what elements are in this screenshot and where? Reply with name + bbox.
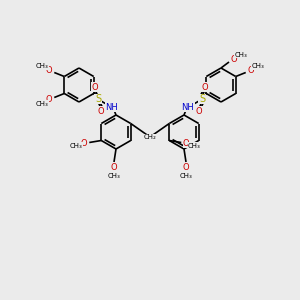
- Text: CH₃: CH₃: [70, 142, 83, 148]
- Text: O: O: [46, 95, 52, 104]
- Text: O: O: [81, 139, 88, 148]
- Text: NH: NH: [182, 103, 194, 112]
- Text: CH₃: CH₃: [36, 100, 49, 106]
- Text: O: O: [248, 66, 254, 75]
- Text: O: O: [111, 164, 117, 172]
- Text: CH₃: CH₃: [108, 173, 120, 179]
- Text: S: S: [199, 94, 205, 104]
- Text: CH₃: CH₃: [188, 142, 201, 148]
- Text: O: O: [231, 55, 237, 64]
- Text: NH: NH: [106, 103, 118, 112]
- Text: O: O: [183, 139, 190, 148]
- Text: O: O: [202, 82, 208, 91]
- Text: CH₃: CH₃: [180, 173, 192, 179]
- Text: S: S: [95, 94, 101, 104]
- Text: CH₂: CH₂: [144, 134, 156, 140]
- Text: O: O: [46, 66, 52, 75]
- Text: CH₃: CH₃: [235, 52, 248, 58]
- Text: O: O: [196, 106, 202, 116]
- Text: O: O: [183, 164, 189, 172]
- Text: CH₃: CH₃: [36, 64, 49, 70]
- Text: CH₃: CH₃: [251, 64, 264, 70]
- Text: O: O: [98, 106, 104, 116]
- Text: O: O: [92, 82, 98, 91]
